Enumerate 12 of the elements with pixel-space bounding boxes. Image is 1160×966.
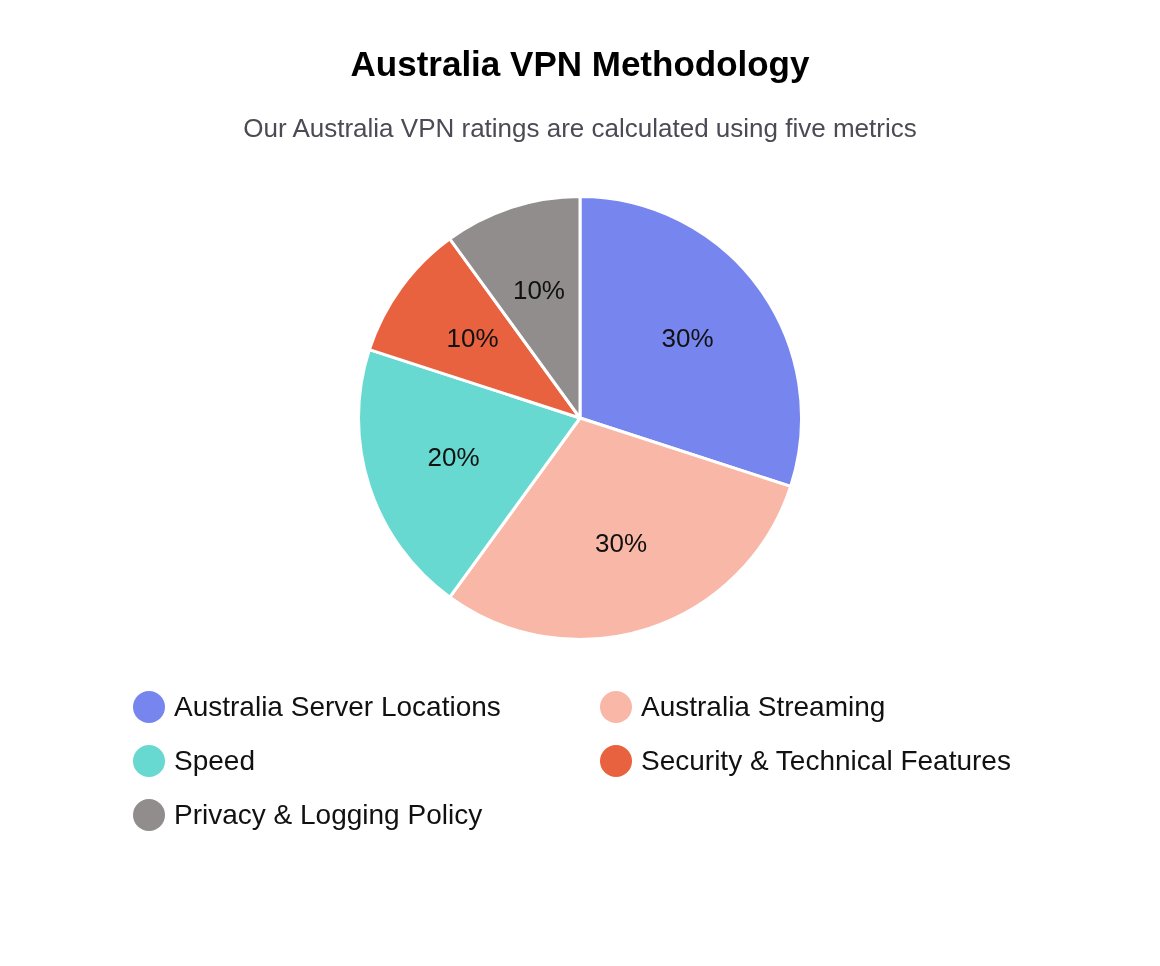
data-label: 20% [427, 442, 480, 473]
legend-label: Speed [174, 745, 255, 777]
legend-label: Australia Streaming [641, 691, 886, 723]
data-label: 30% [661, 323, 714, 354]
legend-label: Privacy & Logging Policy [174, 799, 483, 831]
legend-label: Security & Technical Features [641, 745, 1011, 777]
chart-subtitle: Our Australia VPN ratings are calculated using five metrics [242, 113, 918, 144]
data-label: 10% [512, 274, 565, 305]
chart-title: Australia VPN Methodology [349, 44, 811, 84]
data-label: 30% [595, 527, 648, 558]
legend-label: Australia Server Locations [174, 691, 501, 723]
data-label: 10% [446, 323, 499, 354]
